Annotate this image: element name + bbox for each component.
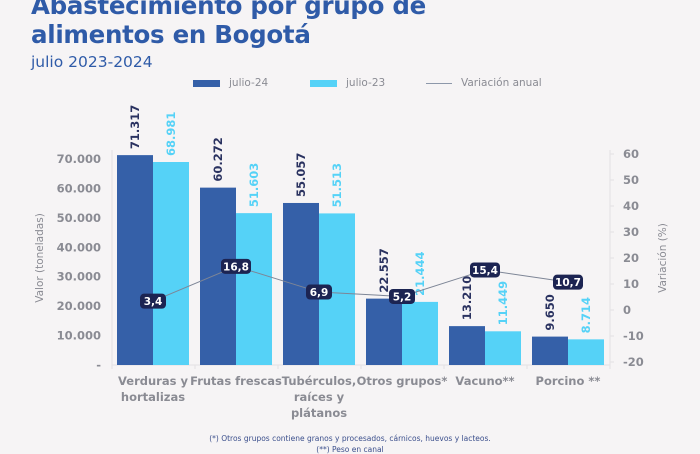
chart-subtitle: julio 2023-2024 [31, 53, 153, 71]
data-label-julio-24: 9.650 [543, 294, 557, 330]
line-data-label: 3,4 [144, 296, 163, 308]
data-label-julio-23: 51.603 [247, 163, 261, 207]
legend-item-julio-24: julio-24 [193, 77, 268, 89]
x-category-label: Frutas frescas [190, 374, 282, 388]
title-line-1: Abastecimiento por grupo de [31, 0, 426, 20]
bar-julio-23 [402, 301, 438, 365]
data-label-julio-24: 13.210 [460, 276, 474, 320]
y-tick-label: 60.000 [57, 181, 101, 195]
x-category-label: Otros grupos* [357, 374, 448, 388]
chart-title: Abastecimiento por grupo de alimentos en… [31, 0, 426, 49]
data-label-julio-24: 60.272 [211, 137, 225, 181]
data-label-julio-23: 68.981 [164, 112, 178, 156]
y-axis-title: Valor (toneladas) [34, 213, 46, 303]
line-label-badge [389, 288, 415, 304]
y2-tick-label: 50 [623, 173, 639, 187]
y2-tick-label: -10 [623, 329, 644, 343]
data-label-julio-23: 21.444 [413, 252, 427, 296]
y-tick-label: - [96, 358, 101, 372]
bar-julio-24 [532, 336, 568, 365]
data-label-julio-24: 71.317 [128, 105, 142, 149]
y2-tick-label: -20 [623, 355, 644, 369]
y-tick-label: 20.000 [57, 299, 101, 313]
line-data-label: 15,4 [472, 265, 498, 277]
y2-tick-label: 20 [623, 251, 639, 265]
legend-label-julio-24: julio-24 [229, 77, 269, 89]
data-label-julio-23: 11.449 [496, 281, 510, 325]
x-category-label: Porcino ** [536, 374, 601, 388]
legend-line-variacion [426, 82, 452, 84]
bar-julio-23 [236, 213, 272, 365]
data-label-julio-24: 55.057 [294, 153, 308, 197]
legend-item-julio-23: julio-23 [310, 77, 385, 89]
y2-tick-label: 40 [623, 199, 639, 213]
x-category-label: plátanos [291, 406, 347, 420]
x-category-label: Verduras y [118, 374, 188, 388]
x-category-label: hortalizas [121, 390, 185, 404]
line-label-badge [221, 258, 251, 274]
y-tick-label: 50.000 [57, 211, 101, 225]
line-data-label: 16,8 [223, 261, 249, 273]
legend-label-julio-23: julio-23 [346, 77, 386, 89]
x-category-label: Vacuno** [455, 374, 514, 388]
bar-julio-24 [117, 155, 153, 365]
y-tick-label: 30.000 [57, 270, 101, 284]
line-data-label: 5,2 [393, 291, 412, 303]
legend-swatch-julio-24 [193, 79, 220, 87]
legend-label-variacion: Variación anual [461, 77, 542, 89]
bar-julio-24 [283, 202, 319, 365]
bar-julio-23 [485, 331, 521, 365]
line-label-badge [140, 293, 166, 309]
line-data-label: 6,9 [310, 287, 329, 299]
bar-julio-24 [366, 298, 402, 365]
bar-julio-24 [449, 326, 485, 365]
legend: julio-24 julio-23 Variación anual [0, 77, 700, 97]
data-label-julio-23: 8.714 [579, 297, 593, 333]
y2-tick-label: 60 [623, 147, 639, 161]
y-tick-label: 40.000 [57, 240, 101, 254]
data-label-julio-23: 51.513 [330, 163, 344, 207]
x-category-label: Tubérculos, [282, 374, 357, 388]
y2-tick-label: 10 [623, 277, 639, 291]
bar-julio-24 [200, 187, 236, 365]
line-label-badge [306, 284, 332, 300]
y-tick-label: 70.000 [57, 152, 101, 166]
legend-swatch-julio-23 [310, 79, 337, 87]
bar-julio-23 [568, 339, 604, 365]
y-tick-label: 10.000 [57, 329, 101, 343]
legend-item-variacion: Variación anual [426, 77, 542, 89]
line-label-badge [470, 262, 500, 278]
y2-tick-label: 30 [623, 225, 639, 239]
y2-tick-label: 0 [623, 303, 631, 317]
y2-axis-title: Variación (%) [657, 223, 669, 293]
line-label-badge [553, 274, 583, 290]
x-category-label: raíces y [294, 390, 345, 404]
line-data-label: 10,7 [555, 277, 581, 289]
title-line-2: alimentos en Bogotá [31, 20, 311, 49]
footnote-1: (*) Otros grupos contiene granos y proce… [209, 434, 491, 443]
bar-julio-23 [153, 161, 189, 365]
data-label-julio-24: 22.557 [377, 248, 391, 292]
